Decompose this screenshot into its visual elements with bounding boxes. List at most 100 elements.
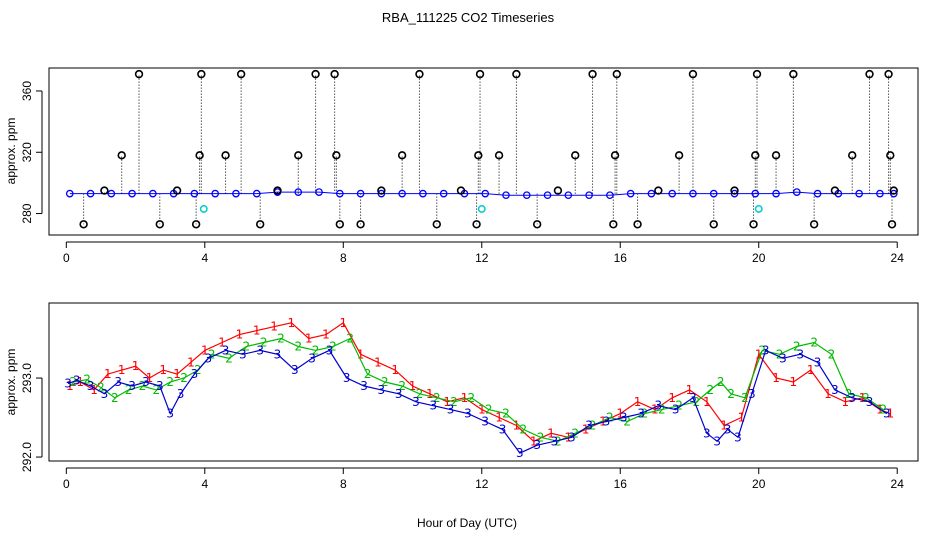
series-3-point: 3 (703, 426, 711, 440)
baseline-point (585, 191, 593, 200)
x-tick-label: 0 (63, 251, 70, 265)
spike-point (415, 69, 424, 79)
series-1-point: 1 (90, 383, 98, 397)
baseline-point (689, 189, 697, 198)
series-2-point: 2 (741, 391, 749, 405)
spike-point (197, 69, 206, 79)
baseline-point (65, 189, 74, 198)
x-tick-label: 0 (63, 477, 70, 491)
series-3-point: 3 (114, 375, 122, 389)
series-1-point: 1 (146, 371, 154, 385)
baseline-point (709, 189, 718, 198)
x-tick-label: 24 (891, 477, 905, 491)
baseline-point (772, 189, 780, 198)
x-tick-label: 4 (201, 251, 208, 265)
series-2-point: 2 (312, 343, 320, 357)
series-1-point: 1 (547, 426, 555, 440)
spike-point (553, 186, 563, 195)
series-3-point: 3 (378, 383, 386, 397)
x-tick-label: 20 (752, 477, 766, 491)
series-1-point: 1 (461, 391, 469, 405)
spike-point (236, 69, 246, 79)
series-2-point: 2 (537, 430, 545, 444)
series-1-point: 1 (495, 411, 503, 425)
spike-point (889, 186, 898, 195)
co2-timeseries-panel: approx. ppm 0 4 8 12 16 20 24 280 320 360 (4, 67, 919, 265)
baseline-point (730, 189, 739, 198)
series-3-point: 3 (291, 363, 299, 377)
series-1-point: 1 (104, 367, 112, 381)
spike-point (688, 69, 698, 79)
series-1-point: 1 (738, 411, 746, 425)
series-2-point: 2 (294, 339, 302, 353)
series-2-point: 2 (606, 411, 614, 425)
spike-point (134, 69, 144, 79)
baseline-point (481, 189, 490, 198)
x-tick-label: 20 (752, 251, 766, 265)
series-line-2 (73, 337, 884, 442)
spike-point (884, 69, 893, 79)
series-2-point: 2 (727, 387, 735, 401)
spike-point (475, 69, 485, 79)
spike-point (610, 151, 620, 160)
series-2-point: 2 (243, 339, 251, 353)
series-1-point: 1 (322, 328, 330, 342)
cyan-point (199, 205, 208, 213)
series-1-point: 1 (886, 407, 894, 421)
baseline-point (211, 189, 220, 198)
chart-title: RBA_111225 CO2 Timeseries (382, 10, 555, 25)
series-3-point: 3 (239, 347, 247, 361)
spike-point (752, 69, 762, 79)
series-3-point: 3 (128, 379, 136, 393)
series-2-point: 2 (329, 339, 337, 353)
series-3-point: 3 (166, 407, 174, 421)
y-tick-label: 360 (20, 81, 34, 101)
series-3-point: 3 (222, 343, 230, 357)
series-3-point: 3 (73, 373, 81, 387)
series-3-point: 3 (274, 347, 282, 361)
spike-point (172, 186, 182, 195)
baseline-point (668, 189, 677, 198)
baseline-point (377, 189, 386, 198)
series-1-point: 1 (513, 418, 521, 432)
baseline-point (315, 188, 323, 196)
series-3-point: 3 (866, 395, 874, 409)
baseline-point (855, 189, 863, 198)
baseline-point (647, 189, 656, 198)
plot-frame (48, 302, 919, 462)
spike-point (397, 151, 407, 160)
baseline-point (398, 189, 406, 198)
series-1-point: 1 (824, 387, 832, 401)
series-2-point: 2 (845, 387, 853, 401)
series-1-point: 1 (582, 422, 590, 436)
baseline-point (190, 189, 199, 198)
series-2-point: 2 (641, 407, 649, 421)
y-tick-label: 320 (20, 142, 34, 162)
series-2-point: 2 (208, 347, 216, 361)
spike-point (809, 220, 819, 229)
series-3-point: 3 (585, 418, 593, 432)
spike-point (709, 220, 718, 229)
baseline-point (419, 189, 427, 198)
series-2-point: 2 (571, 426, 579, 440)
spike-point (432, 220, 441, 229)
series-3-point: 3 (796, 347, 804, 361)
x-tick-label: 12 (475, 477, 489, 491)
series-3-point: 3 (447, 403, 455, 417)
spike-point (311, 69, 320, 79)
series-1-point: 1 (599, 415, 607, 429)
cyan-point (477, 205, 486, 213)
series-1-point: 1 (236, 328, 244, 342)
spike-point (494, 151, 504, 160)
y-axis-label: approx. ppm (4, 118, 18, 185)
series-2-point: 2 (758, 343, 766, 357)
series-3-point: 3 (713, 434, 721, 448)
series-3-point: 3 (734, 430, 742, 444)
series-1-point: 1 (565, 430, 573, 444)
series-2-point: 2 (693, 395, 701, 409)
series-1-point: 1 (772, 371, 780, 385)
series-2-point: 2 (519, 422, 527, 436)
spike-point (100, 186, 109, 195)
series-3-point: 3 (326, 343, 334, 357)
